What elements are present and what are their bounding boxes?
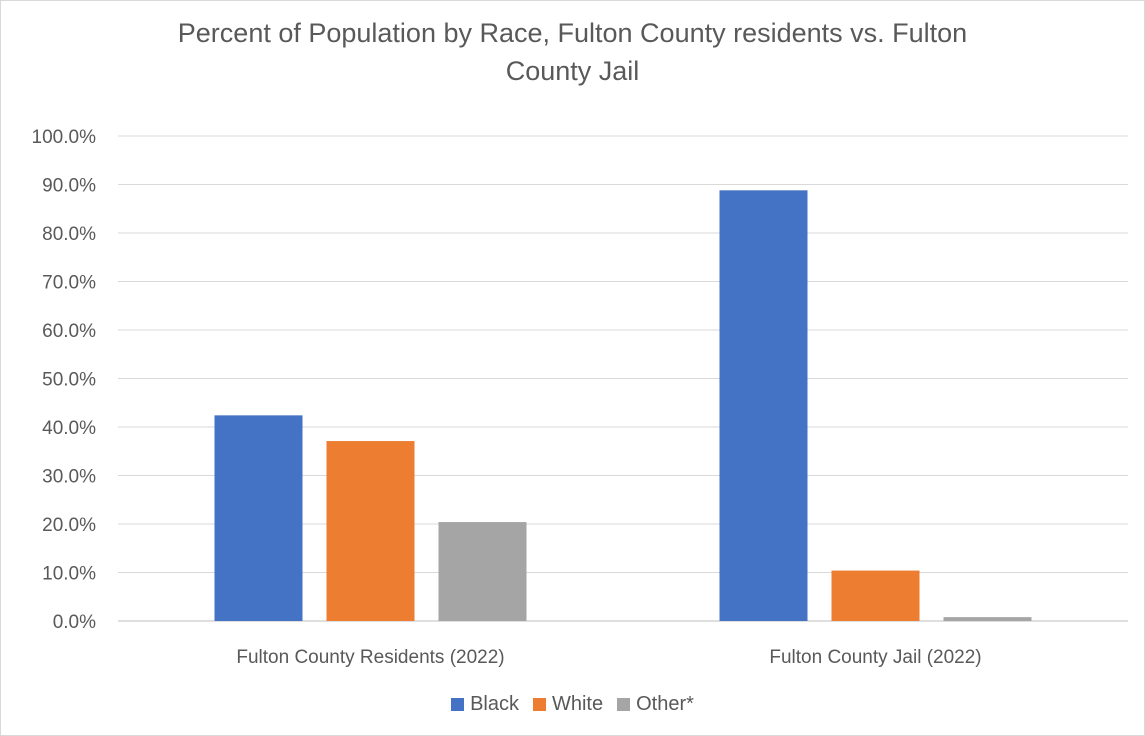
legend-item-black: Black <box>451 693 519 716</box>
legend-label-white: White <box>551 693 604 715</box>
legend-swatch-white <box>532 698 546 711</box>
legend-swatch-black <box>451 698 465 711</box>
y-tick-label: 50.0% <box>42 370 96 391</box>
legend: Black White Other* <box>0 693 1145 716</box>
legend-item-other: Other* <box>617 693 694 716</box>
legend-label-black: Black <box>470 693 519 715</box>
x-tick-label: Fulton County Residents (2022) <box>236 647 504 668</box>
bar-other-2 <box>943 617 1032 621</box>
legend-item-white: White <box>532 693 604 716</box>
x-tick-label: Fulton County Jail (2022) <box>769 647 981 668</box>
y-tick-label: 10.0% <box>42 564 96 585</box>
y-tick-label: 40.0% <box>42 418 96 439</box>
bar-black-2 <box>719 190 808 621</box>
bar-black-1 <box>214 415 303 621</box>
y-tick-label: 90.0% <box>42 176 96 197</box>
y-tick-label: 80.0% <box>42 224 96 245</box>
bar-white-2 <box>831 570 920 621</box>
chart-title-line-2: County Jail <box>505 56 640 86</box>
y-tick-label: 60.0% <box>42 321 96 342</box>
legend-swatch-other <box>617 698 631 711</box>
y-tick-label: 0.0% <box>53 612 96 633</box>
y-tick-label: 20.0% <box>42 515 96 536</box>
bar-white-1 <box>326 441 415 621</box>
chart-title: Percent of Population by Race, Fulton Co… <box>0 14 1145 90</box>
chart-title-line-1: Percent of Population by Race, Fulton Co… <box>177 18 968 48</box>
y-tick-label: 70.0% <box>42 273 96 294</box>
legend-label-other: Other* <box>636 693 694 715</box>
y-tick-label: 100.0% <box>32 127 97 148</box>
y-tick-label: 30.0% <box>42 467 96 488</box>
bar-other-1 <box>438 522 527 621</box>
